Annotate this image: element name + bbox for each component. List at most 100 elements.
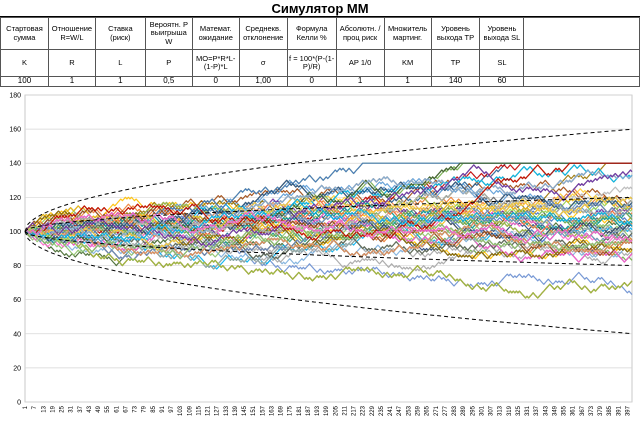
x-tick-label: 67 [123, 405, 129, 412]
param-value-cell[interactable]: 100 [0, 76, 49, 87]
x-tick-label: 253 [406, 405, 412, 416]
x-tick-label: 157 [260, 405, 266, 416]
param-label-cell[interactable]: Ставка (риск) [94, 17, 146, 50]
x-tick-label: 91 [160, 405, 166, 412]
simulation-path [24, 225, 633, 263]
x-tick-label: 283 [452, 405, 458, 416]
param-symbol-cell[interactable]: KM [383, 49, 432, 77]
param-label-cell[interactable]: Отношение R=W/L [47, 17, 96, 50]
param-value-cell[interactable]: 1,00 [238, 76, 288, 87]
param-label-cell[interactable]: Формула Келли % [286, 17, 337, 50]
x-tick-label: 205 [333, 405, 339, 416]
y-tick-label: 140 [9, 161, 21, 168]
param-value-cell[interactable]: 0 [286, 76, 337, 87]
x-tick-label: 169 [279, 405, 285, 416]
param-label-cell[interactable]: Уровень выхода SL [479, 17, 525, 50]
param-value-cell[interactable]: 1 [383, 76, 432, 87]
x-tick-label: 145 [242, 405, 248, 416]
x-tick-label: 223 [361, 405, 367, 416]
param-label-cell[interactable]: Вероятн. P выигрыша W [144, 17, 193, 50]
x-tick-label: 19 [50, 405, 56, 412]
param-symbol-cell[interactable]: TP [430, 49, 481, 77]
x-tick-label: 193 [315, 405, 321, 416]
x-tick-label: 55 [105, 405, 111, 412]
simulation-path [24, 162, 632, 241]
param-symbol-cell[interactable]: σ [238, 49, 288, 77]
param-value-cell[interactable]: 1 [94, 76, 146, 87]
x-tick-label: 151 [251, 405, 257, 416]
y-tick-label: 40 [13, 331, 21, 338]
x-tick-label: 79 [142, 405, 148, 412]
param-symbol-cell[interactable]: MO=P*R*L-(1-P)*L [191, 49, 240, 77]
param-label-cell[interactable]: Абсолютн. /проц риск [335, 17, 385, 50]
x-tick-label: 331 [525, 405, 531, 416]
empty-cell[interactable] [523, 49, 640, 77]
x-tick-label: 391 [616, 405, 622, 416]
simulation-path [24, 225, 633, 299]
param-label-cell[interactable]: Стартовая сумма [0, 17, 49, 50]
empty-cell[interactable] [523, 76, 640, 87]
x-tick-label: 115 [196, 405, 202, 415]
x-tick-label: 7 [32, 405, 38, 409]
param-label-cell[interactable]: Множитель мартинг. [383, 17, 432, 50]
x-tick-label: 97 [169, 405, 175, 412]
x-tick-label: 355 [562, 405, 568, 416]
y-tick-label: 160 [9, 127, 21, 134]
sheet-title: Симулятор ММ [0, 0, 640, 17]
x-tick-label: 85 [151, 405, 157, 412]
param-value-cell[interactable]: 140 [430, 76, 481, 87]
x-tick-label: 337 [534, 405, 540, 416]
empty-cell[interactable] [523, 17, 640, 50]
sigma-envelope-line [24, 231, 631, 334]
x-tick-label: 121 [206, 405, 212, 416]
x-tick-label: 133 [224, 405, 230, 416]
x-tick-label: 163 [269, 405, 275, 416]
x-tick-label: 367 [580, 405, 586, 416]
param-value-cell[interactable]: 0 [191, 76, 240, 87]
x-tick-label: 259 [415, 405, 421, 416]
param-symbol-cell[interactable]: R [47, 49, 96, 77]
x-tick-label: 385 [607, 405, 613, 416]
y-tick-label: 20 [13, 365, 21, 372]
x-tick-label: 217 [352, 405, 358, 416]
param-symbol-cell[interactable]: K [0, 49, 49, 77]
param-label-cell[interactable]: Уровень выхода TP [430, 17, 481, 50]
simulation-path [24, 210, 633, 260]
param-symbol-cell[interactable]: L [94, 49, 146, 77]
simulation-chart[interactable]: 0 20 40 60 80 100 120 140 160 180 1 7 13 19 25 31 37 43 49… [0, 87, 640, 426]
param-symbol-cell[interactable]: SL [479, 49, 525, 77]
x-tick-label: 325 [516, 405, 522, 416]
x-tick-label: 295 [470, 405, 476, 416]
x-tick-label: 313 [498, 405, 504, 416]
y-tick-label: 60 [13, 297, 21, 304]
x-tick-label: 13 [41, 405, 47, 412]
x-tick-label: 343 [543, 405, 549, 416]
param-value-cell[interactable]: 60 [479, 76, 525, 87]
y-tick-label: 80 [13, 263, 21, 270]
param-symbol-cell[interactable]: P [144, 49, 193, 77]
x-tick-label: 247 [397, 405, 403, 416]
param-value-cell[interactable]: 1 [335, 76, 385, 87]
x-tick-label: 289 [461, 405, 467, 416]
x-tick-label: 127 [215, 405, 221, 416]
param-symbol-cell[interactable]: f = 100*(P-(1-P)/R) [286, 49, 337, 77]
param-value-cell[interactable]: 1 [47, 76, 96, 87]
param-label-cell[interactable]: Математ. ожидание [191, 17, 240, 50]
parameters-table: Стартовая сумма Отношение R=W/L Ставка (… [0, 17, 640, 87]
x-tick-label: 37 [78, 405, 84, 412]
x-tick-label: 397 [625, 405, 631, 416]
simulation-path [24, 179, 633, 234]
y-tick-label: 180 [9, 93, 21, 100]
sigma-envelope-line [24, 128, 631, 232]
param-symbol-cell[interactable]: AP 1/0 [335, 49, 385, 77]
param-label-cell[interactable]: Среднекв. отклонение [238, 17, 288, 50]
y-tick-label: 100 [9, 229, 21, 236]
param-value-cell[interactable]: 0,5 [144, 76, 193, 87]
x-tick-label: 319 [507, 405, 513, 416]
x-tick-label: 373 [589, 405, 595, 416]
simulation-path [24, 198, 633, 243]
simulation-path [24, 194, 633, 251]
simulation-path [24, 205, 633, 256]
x-tick-label: 277 [443, 405, 449, 416]
